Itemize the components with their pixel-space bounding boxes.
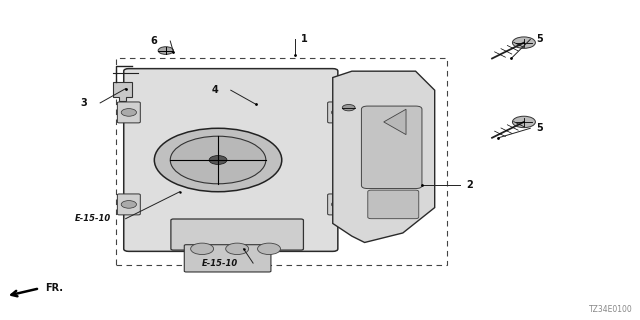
Bar [116, 59, 447, 265]
Text: 5: 5 [537, 123, 543, 133]
FancyBboxPatch shape [184, 245, 271, 272]
Circle shape [332, 108, 347, 116]
Text: 1: 1 [301, 35, 308, 44]
Circle shape [342, 105, 355, 111]
Circle shape [121, 201, 136, 208]
Circle shape [332, 201, 347, 208]
FancyBboxPatch shape [368, 190, 419, 219]
Text: 6: 6 [151, 36, 157, 46]
Polygon shape [113, 82, 132, 101]
Circle shape [158, 47, 173, 54]
Text: FR.: FR. [45, 283, 63, 293]
Text: 4: 4 [211, 85, 218, 95]
FancyBboxPatch shape [328, 194, 351, 215]
FancyBboxPatch shape [117, 102, 140, 123]
FancyBboxPatch shape [171, 219, 303, 250]
FancyBboxPatch shape [362, 106, 422, 188]
Polygon shape [384, 109, 406, 135]
Circle shape [170, 136, 266, 184]
Text: E-15-10: E-15-10 [75, 214, 111, 223]
Polygon shape [333, 71, 435, 243]
Text: 5: 5 [537, 35, 543, 44]
Text: 3: 3 [81, 98, 88, 108]
Circle shape [154, 128, 282, 192]
Circle shape [209, 156, 227, 164]
FancyBboxPatch shape [117, 194, 140, 215]
FancyBboxPatch shape [124, 69, 338, 252]
Circle shape [121, 108, 136, 116]
Circle shape [226, 243, 248, 254]
Text: TZ34E0100: TZ34E0100 [589, 305, 632, 314]
Circle shape [513, 116, 536, 128]
FancyBboxPatch shape [328, 102, 351, 123]
Circle shape [513, 37, 536, 48]
Circle shape [257, 243, 280, 254]
Text: 2: 2 [467, 180, 474, 190]
Circle shape [191, 243, 214, 254]
Text: E-15-10: E-15-10 [202, 259, 238, 268]
